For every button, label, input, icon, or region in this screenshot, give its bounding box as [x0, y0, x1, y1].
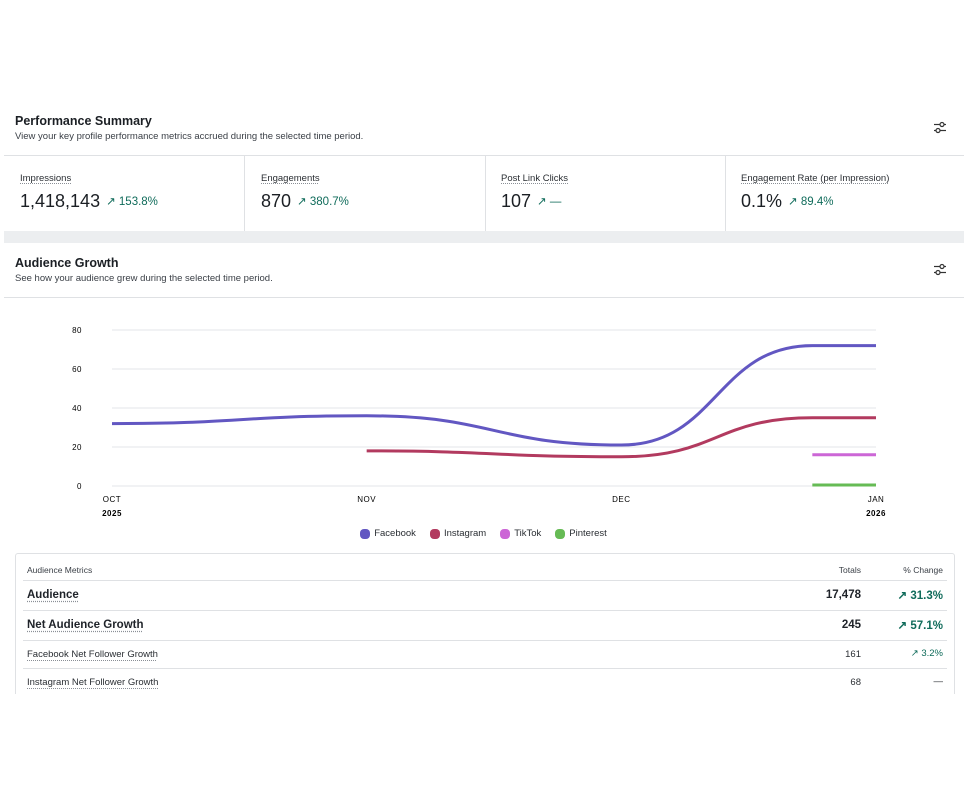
y-tick-label: 60	[72, 365, 82, 374]
legend-label: Facebook	[374, 528, 416, 539]
row-total: 161	[845, 649, 861, 660]
legend-swatch	[429, 528, 440, 539]
legend-item-instagram[interactable]: Instagram	[429, 528, 487, 539]
y-tick-label: 80	[72, 326, 82, 335]
column-header-change: % Change	[903, 565, 943, 575]
section-separator	[4, 231, 964, 243]
metric-value-wrap: 1,418,143 ↗ 153.8%	[20, 191, 158, 212]
metric-value-wrap: 870 ↗ 380.7%	[261, 191, 349, 212]
page-cutoff	[0, 694, 967, 801]
metric-card-engagement-rate: Engagement Rate (per Impression) 0.1% ↗ 8…	[725, 155, 964, 231]
sliders-icon[interactable]	[933, 263, 949, 277]
metric-label[interactable]: Engagements	[261, 173, 320, 184]
row-total: 68	[850, 677, 861, 688]
legend-swatch	[555, 528, 566, 539]
row-label[interactable]: Audience	[27, 589, 79, 601]
metric-value: 870	[261, 191, 292, 211]
y-tick-label: 20	[72, 443, 82, 452]
row-change: —	[933, 676, 944, 687]
audience-metrics-table: Audience Metrics Totals % Change Audienc…	[15, 553, 955, 714]
legend-label: Pinterest	[569, 528, 607, 539]
metric-value: 107	[501, 191, 532, 211]
legend-label: Instagram	[443, 528, 487, 539]
legend-label: TikTok	[514, 528, 542, 539]
row-change: ↗ 57.1%	[897, 620, 943, 632]
metric-value-wrap: 107 ↗ —	[501, 191, 561, 212]
table-row: Net Audience Growth 245 ↗ 57.1%	[23, 611, 947, 641]
metric-label[interactable]: Post Link Clicks	[501, 173, 569, 184]
legend-swatch	[360, 528, 371, 539]
series-line-facebook[interactable]	[111, 344, 876, 447]
table-header-row: Audience Metrics Totals % Change	[23, 554, 947, 581]
row-label[interactable]: Facebook Net Follower Growth	[27, 649, 158, 660]
metric-card-post-link-clicks: Post Link Clicks 107 ↗ —	[485, 155, 726, 231]
sliders-icon[interactable]	[933, 121, 949, 135]
x-tick-year: 2025	[102, 509, 122, 518]
performance-summary-title: Performance Summary	[15, 114, 152, 128]
row-total: 245	[841, 619, 861, 631]
legend-item-facebook[interactable]: Facebook	[360, 528, 416, 539]
row-label[interactable]: Net Audience Growth	[27, 619, 144, 631]
metric-change: ↗ 380.7%	[297, 196, 349, 208]
metric-card-impressions: Impressions 1,418,143 ↗ 153.8%	[4, 155, 245, 231]
metric-value: 1,418,143	[20, 191, 101, 211]
x-tick-label: OCT	[103, 495, 121, 504]
legend-item-tiktok[interactable]: TikTok	[500, 528, 541, 539]
table-row: Facebook Net Follower Growth 161 ↗ 3.2%	[23, 641, 947, 669]
row-label[interactable]: Instagram Net Follower Growth	[27, 677, 159, 688]
legend-swatch	[500, 528, 511, 539]
column-header-totals: Totals	[838, 565, 861, 575]
metric-value-wrap: 0.1% ↗ 89.4%	[741, 191, 833, 212]
metric-change: ↗ 153.8%	[106, 196, 158, 208]
row-change: ↗ 31.3%	[897, 590, 943, 602]
audience-growth-subtitle: See how your audience grew during the se…	[15, 273, 273, 284]
table-row: Instagram Net Follower Growth 68 —	[23, 669, 947, 696]
series-line-instagram[interactable]	[366, 416, 876, 459]
metric-value: 0.1%	[741, 191, 783, 211]
row-total: 17,478	[825, 589, 861, 601]
metric-change: ↗ 89.4%	[788, 196, 834, 208]
performance-summary-subtitle: View your key profile performance metric…	[15, 131, 364, 142]
divider	[4, 155, 964, 156]
y-tick-label: 0	[77, 482, 82, 491]
metric-card-engagements: Engagements 870 ↗ 380.7%	[245, 155, 486, 231]
chart-legend: Facebook Instagram TikTok Pinterest	[0, 528, 967, 539]
metric-change: ↗ —	[537, 196, 562, 208]
divider	[4, 297, 964, 298]
x-tick-label: NOV	[357, 495, 376, 504]
y-tick-label: 40	[72, 404, 82, 413]
row-change: ↗ 3.2%	[910, 648, 943, 659]
x-tick-year: 2026	[866, 509, 886, 518]
x-tick-label: DEC	[612, 495, 630, 504]
metric-label[interactable]: Impressions	[20, 173, 72, 184]
x-tick-label: JAN	[868, 495, 885, 504]
audience-growth-title: Audience Growth	[15, 256, 119, 270]
metric-label[interactable]: Engagement Rate (per Impression)	[741, 173, 890, 184]
legend-item-pinterest[interactable]: Pinterest	[555, 528, 607, 539]
table-row: Audience 17,478 ↗ 31.3%	[23, 581, 947, 611]
column-header-metric: Audience Metrics	[27, 565, 93, 575]
